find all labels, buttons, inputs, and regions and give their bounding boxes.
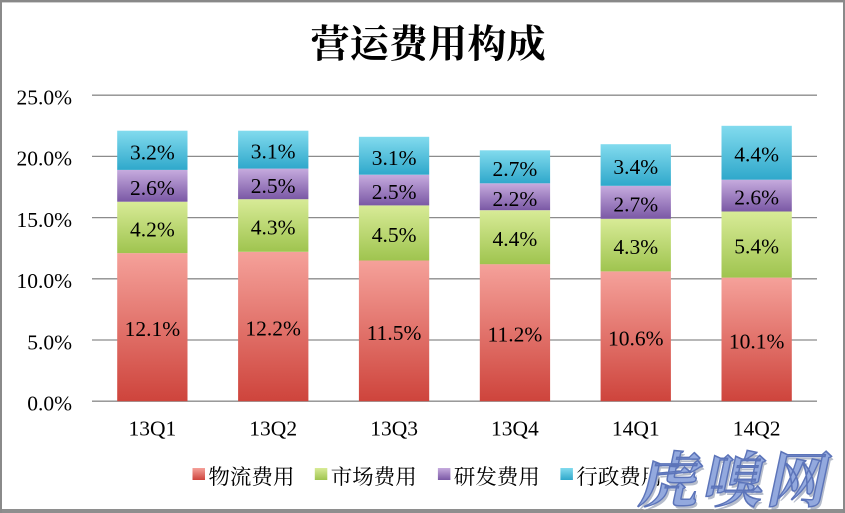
svg-text:13Q4: 13Q4	[491, 417, 539, 441]
svg-text:15.0%: 15.0%	[16, 208, 72, 232]
svg-text:4.4%: 4.4%	[493, 227, 538, 251]
svg-text:2.7%: 2.7%	[613, 192, 658, 216]
svg-text:2.6%: 2.6%	[734, 186, 779, 210]
svg-text:10.6%: 10.6%	[608, 326, 664, 350]
svg-text:3.1%: 3.1%	[251, 140, 296, 164]
svg-text:3.1%: 3.1%	[372, 146, 417, 170]
svg-text:14Q1: 14Q1	[612, 417, 660, 441]
svg-text:4.3%: 4.3%	[613, 235, 658, 259]
svg-text:11.5%: 11.5%	[367, 321, 422, 345]
svg-text:2.5%: 2.5%	[372, 180, 417, 204]
svg-text:14Q2: 14Q2	[733, 417, 781, 441]
svg-text:12.2%: 12.2%	[245, 317, 301, 341]
svg-text:13Q2: 13Q2	[249, 417, 297, 441]
svg-text:5.0%: 5.0%	[27, 330, 72, 354]
svg-text:4.5%: 4.5%	[372, 223, 417, 247]
svg-text:10.1%: 10.1%	[729, 329, 785, 353]
svg-text:3.4%: 3.4%	[613, 155, 658, 179]
svg-text:10.0%: 10.0%	[16, 269, 72, 293]
svg-text:2.5%: 2.5%	[251, 174, 296, 198]
svg-text:5.4%: 5.4%	[734, 235, 779, 259]
svg-text:13Q3: 13Q3	[370, 417, 418, 441]
svg-text:2.7%: 2.7%	[493, 157, 538, 181]
svg-text:4.3%: 4.3%	[251, 216, 296, 240]
svg-text:4.4%: 4.4%	[734, 143, 779, 167]
svg-text:2.2%: 2.2%	[493, 187, 538, 211]
svg-text:20.0%: 20.0%	[16, 147, 72, 171]
svg-text:25.0%: 25.0%	[16, 86, 72, 110]
svg-text:2.6%: 2.6%	[130, 176, 175, 200]
svg-text:3.2%: 3.2%	[130, 140, 175, 164]
svg-text:11.2%: 11.2%	[488, 323, 543, 347]
svg-text:0.0%: 0.0%	[27, 392, 72, 416]
svg-text:13Q1: 13Q1	[129, 417, 177, 441]
svg-text:12.1%: 12.1%	[125, 317, 181, 341]
svg-text:4.2%: 4.2%	[130, 217, 175, 241]
